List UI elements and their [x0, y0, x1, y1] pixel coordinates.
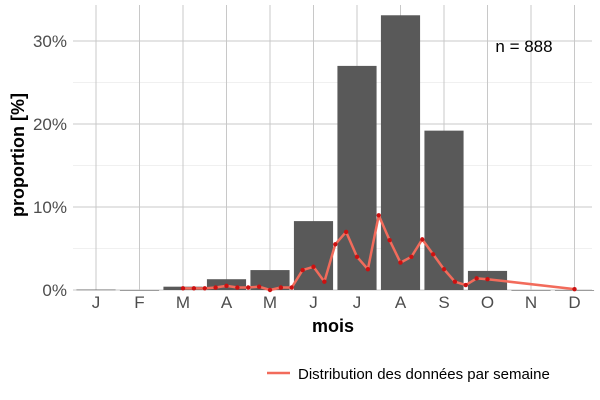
bars — [76, 15, 595, 291]
y-tick-label: 0% — [42, 281, 67, 300]
weekly-point-11 — [289, 285, 294, 290]
bar-6 — [293, 221, 334, 290]
x-tick-label: M — [263, 293, 277, 312]
weekly-point-28 — [474, 276, 479, 281]
bar-9 — [424, 130, 464, 290]
weekly-point-25 — [441, 267, 447, 272]
x-tick-label: D — [568, 293, 580, 312]
weekly-point-20 — [387, 238, 392, 243]
weekly-point-7 — [246, 285, 251, 290]
weekly-point-22 — [409, 254, 414, 259]
x-tick-label: M — [176, 293, 190, 312]
weekly-point-13 — [311, 264, 316, 269]
weekly-point-2 — [191, 286, 197, 291]
x-tick-label: J — [92, 293, 101, 312]
x-tick-label: A — [221, 293, 233, 312]
weekly-point-26 — [452, 279, 458, 284]
weekly-point-15 — [333, 242, 338, 247]
x-tick-label: J — [353, 293, 362, 312]
weekly-point-1 — [180, 286, 186, 291]
y-tick-label: 30% — [33, 32, 67, 51]
weekly-point-3 — [202, 286, 207, 291]
bar-1 — [76, 289, 116, 291]
y-tick-label: 20% — [33, 115, 67, 134]
weekly-point-10 — [278, 285, 284, 290]
weekly-point-12 — [300, 267, 305, 273]
y-axis-title: proportion [%] — [8, 93, 28, 217]
weekly-point-24 — [430, 252, 436, 257]
weekly-point-14 — [322, 279, 327, 284]
weekly-line-series — [180, 213, 577, 293]
weekly-point-17 — [354, 254, 360, 259]
sample-size-annotation: n = 888 — [495, 37, 552, 56]
weekly-point-9 — [267, 287, 273, 293]
weekly-point-29 — [485, 277, 490, 282]
y-tick-labels: 0% 10% 20% 30% — [33, 32, 67, 300]
bar-11 — [511, 290, 551, 291]
weekly-point-16 — [343, 229, 349, 235]
x-tick-label: O — [481, 293, 494, 312]
legend: Distribution des données par semaine — [267, 366, 550, 383]
weekly-point-30 — [572, 286, 577, 292]
x-tick-label: J — [309, 293, 318, 312]
x-tick-label: S — [438, 293, 449, 312]
weekly-point-23 — [420, 237, 425, 242]
x-tick-label: A — [395, 293, 407, 312]
weekly-line — [183, 214, 575, 292]
x-tick-label: N — [525, 293, 537, 312]
x-axis-title: mois — [312, 316, 354, 336]
y-tick-label: 10% — [33, 198, 67, 217]
weekly-point-4 — [213, 285, 218, 290]
x-tick-label: F — [134, 293, 144, 312]
bar-2 — [119, 290, 160, 291]
bar-8 — [380, 15, 421, 291]
weekly-point-19 — [376, 213, 381, 218]
weekly-point-6 — [235, 285, 240, 290]
weekly-point-8 — [256, 284, 262, 289]
weekly-point-5 — [224, 283, 229, 289]
legend-label: Distribution des données par semaine — [298, 366, 550, 383]
weekly-point-21 — [398, 260, 403, 265]
weekly-point-27 — [463, 282, 468, 288]
weekly-point-18 — [365, 267, 371, 272]
